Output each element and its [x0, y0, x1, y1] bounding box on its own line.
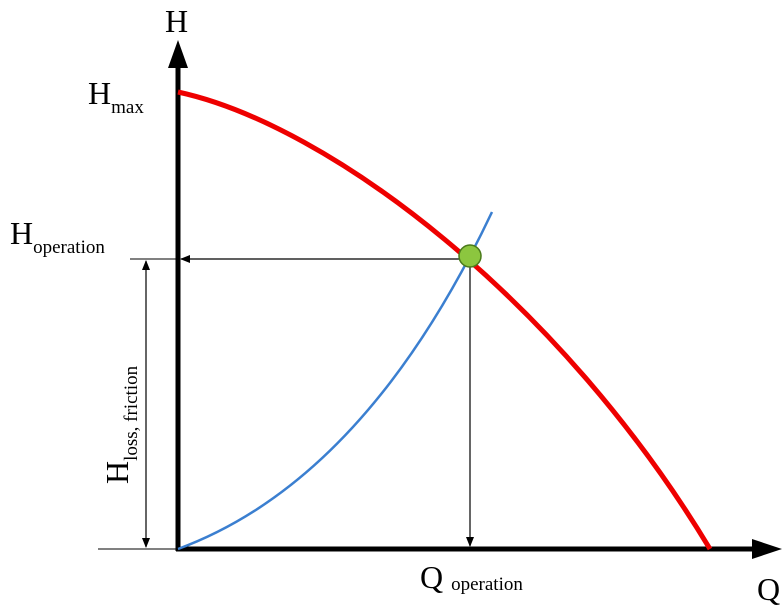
x-axis-label: Q [757, 571, 780, 607]
y-axis-label: H [165, 3, 188, 39]
pump-curve [177, 89, 713, 551]
system-curve [177, 211, 494, 551]
y-axis-arrow [168, 40, 188, 68]
operation-point [458, 244, 482, 268]
h-operation-label: Hoperation [10, 215, 105, 258]
h-max-label: Hmax [88, 75, 144, 118]
x-axis-arrow [752, 539, 782, 559]
h-loss-label: Hloss, friction [99, 365, 142, 484]
